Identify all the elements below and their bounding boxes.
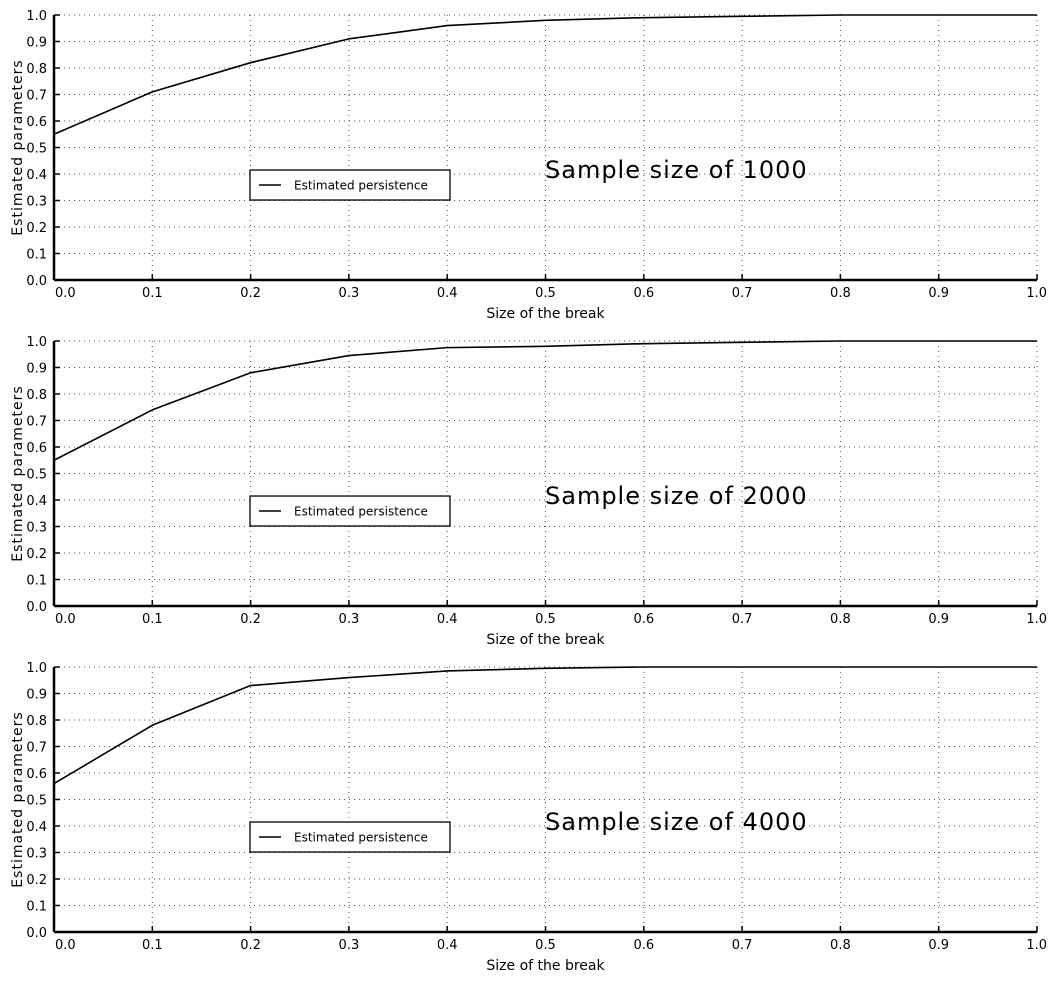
y-tick-label: 0.0: [26, 600, 47, 615]
y-tick-label: 0.2: [26, 873, 47, 888]
x-tick-label: 0.5: [535, 938, 556, 953]
x-tick-label: 0.4: [437, 286, 458, 301]
y-tick-label: 0.8: [26, 714, 47, 729]
x-tick-label: 0.6: [633, 612, 654, 627]
sample-size-annotation: Sample size of 2000: [545, 482, 808, 510]
x-tick-label: 0.4: [437, 612, 458, 627]
x-tick-label: 0.7: [732, 286, 753, 301]
legend: Estimated persistence: [249, 821, 451, 853]
x-tick-label: 0.0: [55, 938, 76, 953]
x-tick-label: 0.6: [633, 286, 654, 301]
y-tick-label: 1.0: [26, 9, 47, 24]
y-tick-label: 1.0: [26, 661, 47, 676]
chart-panel-3: 0.0 0.1 0.2 0.3 0.4 0.5 0.6 0.7 0.8 0.9 1.0 0.0 0.1 0…: [10, 661, 1047, 974]
x-tick-label: 1.0: [1026, 286, 1047, 301]
x-tick-label: 0.5: [535, 286, 556, 301]
legend-label: Estimated persistence: [294, 179, 428, 193]
series-line-1: [53, 666, 1037, 785]
y-tick-label: 0.1: [26, 248, 47, 263]
x-tick-label: 0.3: [339, 938, 360, 953]
y-tick-label: 0.5: [26, 468, 47, 483]
y-tick-label: 0.4: [26, 494, 47, 509]
x-tick-label: 0.6: [633, 938, 654, 953]
legend-box: [249, 495, 451, 527]
x-axis-label: Size of the break: [486, 306, 605, 322]
y-tick-label: 0.7: [26, 415, 47, 430]
chart-panel-1: 0.0 0.1 0.2 0.3 0.4 0.5 0.6 0.7 0.8 0.9 1.0 0.0 0.1 0…: [10, 9, 1047, 322]
y-tick-label: 0.4: [26, 820, 47, 835]
y-tick-label: 0.6: [26, 115, 47, 130]
y-tick-label: 0.9: [26, 362, 47, 377]
x-tick-label: 0.2: [240, 938, 261, 953]
y-tick-label: 0.3: [26, 195, 47, 210]
x-tick-label: 0.7: [732, 612, 753, 627]
x-tick-label: 0.7: [732, 938, 753, 953]
x-tick-label: 1.0: [1026, 938, 1047, 953]
x-tick-label: 0.8: [830, 286, 851, 301]
x-tick-label: 0.9: [928, 612, 949, 627]
x-tick-label: 0.1: [142, 612, 163, 627]
x-tick-label: 0.3: [339, 286, 360, 301]
x-tick-label: 0.9: [928, 286, 949, 301]
legend: Estimated persistence: [249, 169, 451, 201]
y-tick-label: 1.0: [26, 335, 47, 350]
x-tick-label: 0.9: [928, 938, 949, 953]
series-line-1: [53, 340, 1037, 461]
series-line-1: [53, 14, 1037, 135]
y-tick-label: 0.3: [26, 521, 47, 536]
sample-size-annotation: Sample size of 4000: [545, 808, 808, 836]
x-tick-label: 1.0: [1026, 612, 1047, 627]
x-tick-label: 0.1: [142, 286, 163, 301]
y-tick-label: 0.3: [26, 847, 47, 862]
y-tick-label: 0.8: [26, 62, 47, 77]
y-axis-label: Estimated parameters: [10, 59, 26, 235]
x-tick-label: 0.0: [55, 612, 76, 627]
x-tick-label: 0.4: [437, 938, 458, 953]
y-tick-label: 0.7: [26, 741, 47, 756]
y-tick-label: 0.0: [26, 274, 47, 289]
y-tick-label: 0.5: [26, 142, 47, 157]
y-tick-label: 0.2: [26, 547, 47, 562]
y-tick-label: 0.2: [26, 221, 47, 236]
x-tick-label: 0.2: [240, 612, 261, 627]
legend-label: Estimated persistence: [294, 831, 428, 845]
legend-label: Estimated persistence: [294, 505, 428, 519]
x-tick-label: 0.8: [830, 938, 851, 953]
y-tick-label: 0.9: [26, 688, 47, 703]
chart-panel-2: 0.0 0.1 0.2 0.3 0.4 0.5 0.6 0.7 0.8 0.9 1.0 0.0 0.1 0…: [10, 335, 1047, 648]
y-tick-label: 0.4: [26, 168, 47, 183]
y-tick-label: 0.5: [26, 794, 47, 809]
y-axis-label: Estimated parameters: [10, 385, 26, 561]
x-tick-label: 0.3: [339, 612, 360, 627]
y-axis-label: Estimated parameters: [10, 711, 26, 887]
x-tick-label: 0.5: [535, 612, 556, 627]
sample-size-annotation: Sample size of 1000: [545, 156, 808, 184]
x-tick-label: 0.2: [240, 286, 261, 301]
y-tick-label: 0.6: [26, 767, 47, 782]
legend-box: [249, 169, 451, 201]
legend-box: [249, 821, 451, 853]
y-tick-label: 0.1: [26, 900, 47, 915]
y-tick-label: 0.0: [26, 926, 47, 941]
y-tick-label: 0.8: [26, 388, 47, 403]
x-axis-label: Size of the break: [486, 958, 605, 974]
y-tick-label: 0.7: [26, 89, 47, 104]
x-tick-label: 0.0: [55, 286, 76, 301]
y-tick-label: 0.1: [26, 574, 47, 589]
x-tick-label: 0.8: [830, 612, 851, 627]
x-axis-label: Size of the break: [486, 632, 605, 648]
x-tick-label: 0.1: [142, 938, 163, 953]
y-tick-label: 0.6: [26, 441, 47, 456]
y-tick-label: 0.9: [26, 36, 47, 51]
legend: Estimated persistence: [249, 495, 451, 527]
